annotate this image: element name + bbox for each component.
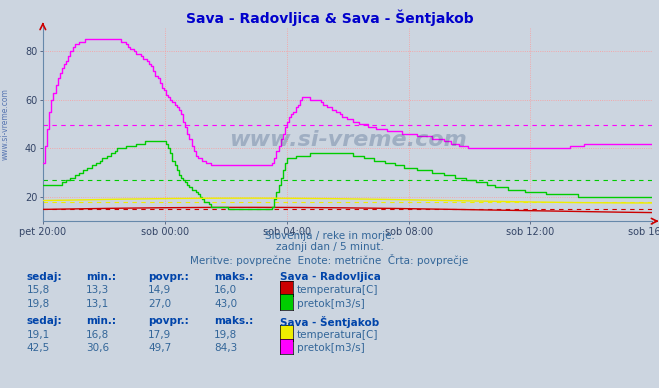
Text: 19,8: 19,8 [26,299,49,309]
Text: 84,3: 84,3 [214,343,237,353]
Text: 42,5: 42,5 [26,343,49,353]
Text: Slovenija / reke in morje.: Slovenija / reke in morje. [264,231,395,241]
Text: www.si-vreme.com: www.si-vreme.com [1,88,10,160]
Text: maks.:: maks.: [214,272,254,282]
Text: povpr.:: povpr.: [148,272,189,282]
Text: Sava - Radovljica: Sava - Radovljica [280,272,381,282]
Text: 16,8: 16,8 [86,330,109,340]
Text: Sava - Radovljica & Sava - Šentjakob: Sava - Radovljica & Sava - Šentjakob [186,10,473,26]
Text: 13,3: 13,3 [86,285,109,295]
Text: 17,9: 17,9 [148,330,171,340]
Text: 49,7: 49,7 [148,343,171,353]
Text: 14,9: 14,9 [148,285,171,295]
Text: 43,0: 43,0 [214,299,237,309]
Text: temperatura[C]: temperatura[C] [297,330,378,340]
Text: maks.:: maks.: [214,316,254,326]
Text: pretok[m3/s]: pretok[m3/s] [297,343,364,353]
Text: zadnji dan / 5 minut.: zadnji dan / 5 minut. [275,242,384,253]
Text: temperatura[C]: temperatura[C] [297,285,378,295]
Text: povpr.:: povpr.: [148,316,189,326]
Text: min.:: min.: [86,272,116,282]
Text: 30,6: 30,6 [86,343,109,353]
Text: www.si-vreme.com: www.si-vreme.com [229,130,467,150]
Text: sedaj:: sedaj: [26,316,62,326]
Text: Sava - Šentjakob: Sava - Šentjakob [280,316,380,328]
Text: min.:: min.: [86,316,116,326]
Text: 19,8: 19,8 [214,330,237,340]
Text: 19,1: 19,1 [26,330,49,340]
Text: pretok[m3/s]: pretok[m3/s] [297,299,364,309]
Text: sedaj:: sedaj: [26,272,62,282]
Text: 13,1: 13,1 [86,299,109,309]
Text: 27,0: 27,0 [148,299,171,309]
Text: Meritve: povprečne  Enote: metrične  Črta: povprečje: Meritve: povprečne Enote: metrične Črta:… [190,254,469,266]
Text: 16,0: 16,0 [214,285,237,295]
Text: 15,8: 15,8 [26,285,49,295]
